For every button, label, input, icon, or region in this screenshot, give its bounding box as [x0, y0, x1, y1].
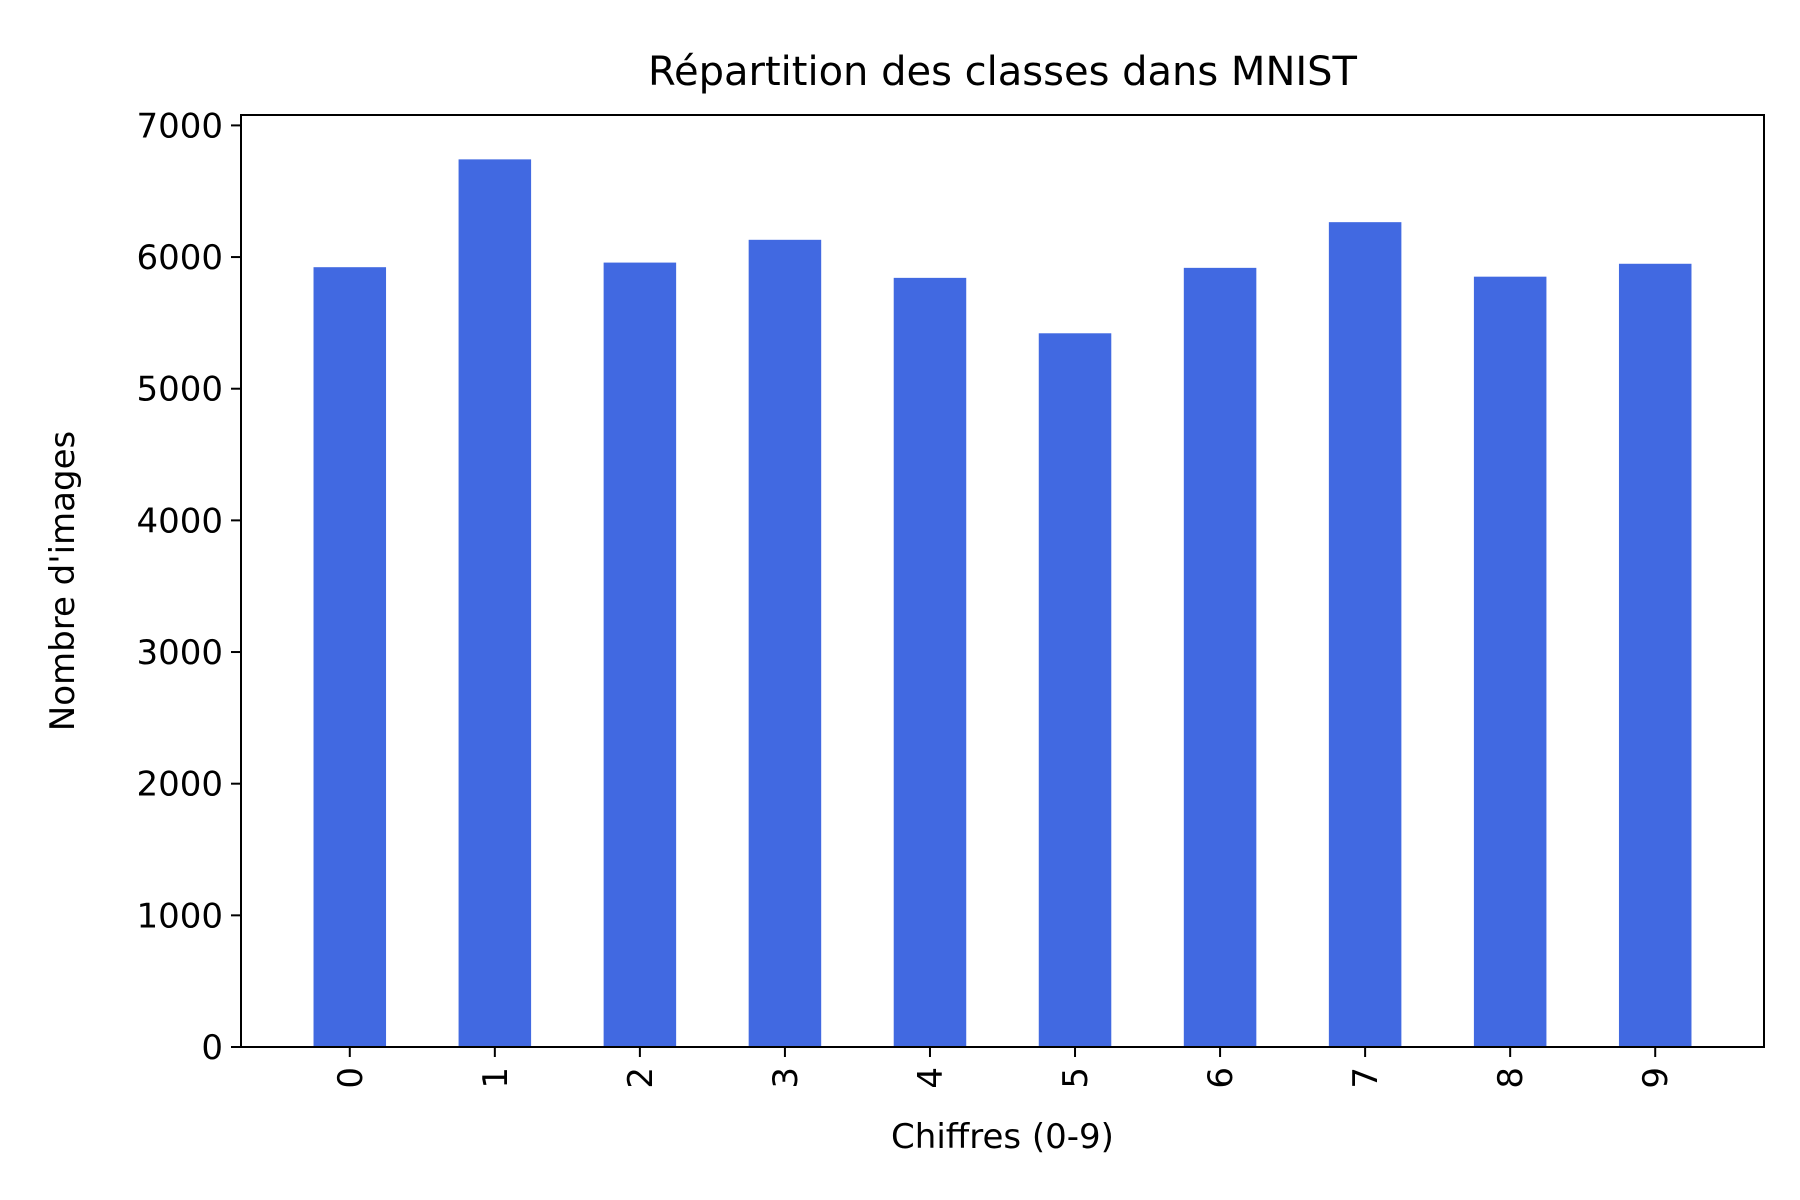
plot-area-frame	[240, 114, 1765, 1048]
y-tick-label: 1000	[136, 896, 223, 936]
bar-9	[1618, 263, 1692, 1047]
bar-5	[1038, 333, 1112, 1047]
bar-4	[893, 277, 967, 1047]
y-tick-label: 0	[201, 1028, 223, 1068]
x-tick-label: 9	[1636, 1067, 1676, 1089]
y-axis: 0 1000 2000 3000 4000 5000 6000 7000	[136, 106, 241, 1068]
bar-6	[1183, 267, 1257, 1048]
bar-8	[1473, 276, 1547, 1047]
bar-2	[603, 262, 677, 1047]
x-tick-label: 3	[766, 1067, 806, 1089]
y-axis-label: Nombre d'images	[43, 431, 83, 731]
bar-3	[748, 239, 822, 1047]
x-tick-label: 0	[331, 1067, 371, 1089]
chart-title: Répartition des classes dans MNIST	[648, 49, 1358, 95]
bars-group	[313, 159, 1692, 1048]
x-axis-label: Chiffres (0-9)	[891, 1117, 1114, 1157]
x-tick-label: 8	[1491, 1067, 1531, 1089]
x-tick-label: 4	[911, 1067, 951, 1089]
x-tick-label: 2	[621, 1067, 661, 1089]
y-tick-label: 4000	[136, 501, 223, 541]
x-axis: 0 1 2 3 4 5 6 7 8 9	[331, 1047, 1676, 1089]
y-tick-label: 6000	[136, 238, 223, 278]
x-tick-label: 6	[1201, 1067, 1241, 1089]
x-tick-label: 7	[1346, 1067, 1386, 1089]
y-tick-label: 5000	[136, 370, 223, 410]
y-tick-label: 7000	[136, 106, 223, 146]
y-tick-label: 2000	[136, 765, 223, 805]
bar-1	[458, 159, 532, 1047]
bar-0	[313, 267, 387, 1047]
bar-7	[1328, 222, 1402, 1047]
x-tick-label: 5	[1056, 1067, 1096, 1089]
x-tick-label: 1	[476, 1067, 516, 1089]
y-tick-label: 3000	[136, 633, 223, 673]
